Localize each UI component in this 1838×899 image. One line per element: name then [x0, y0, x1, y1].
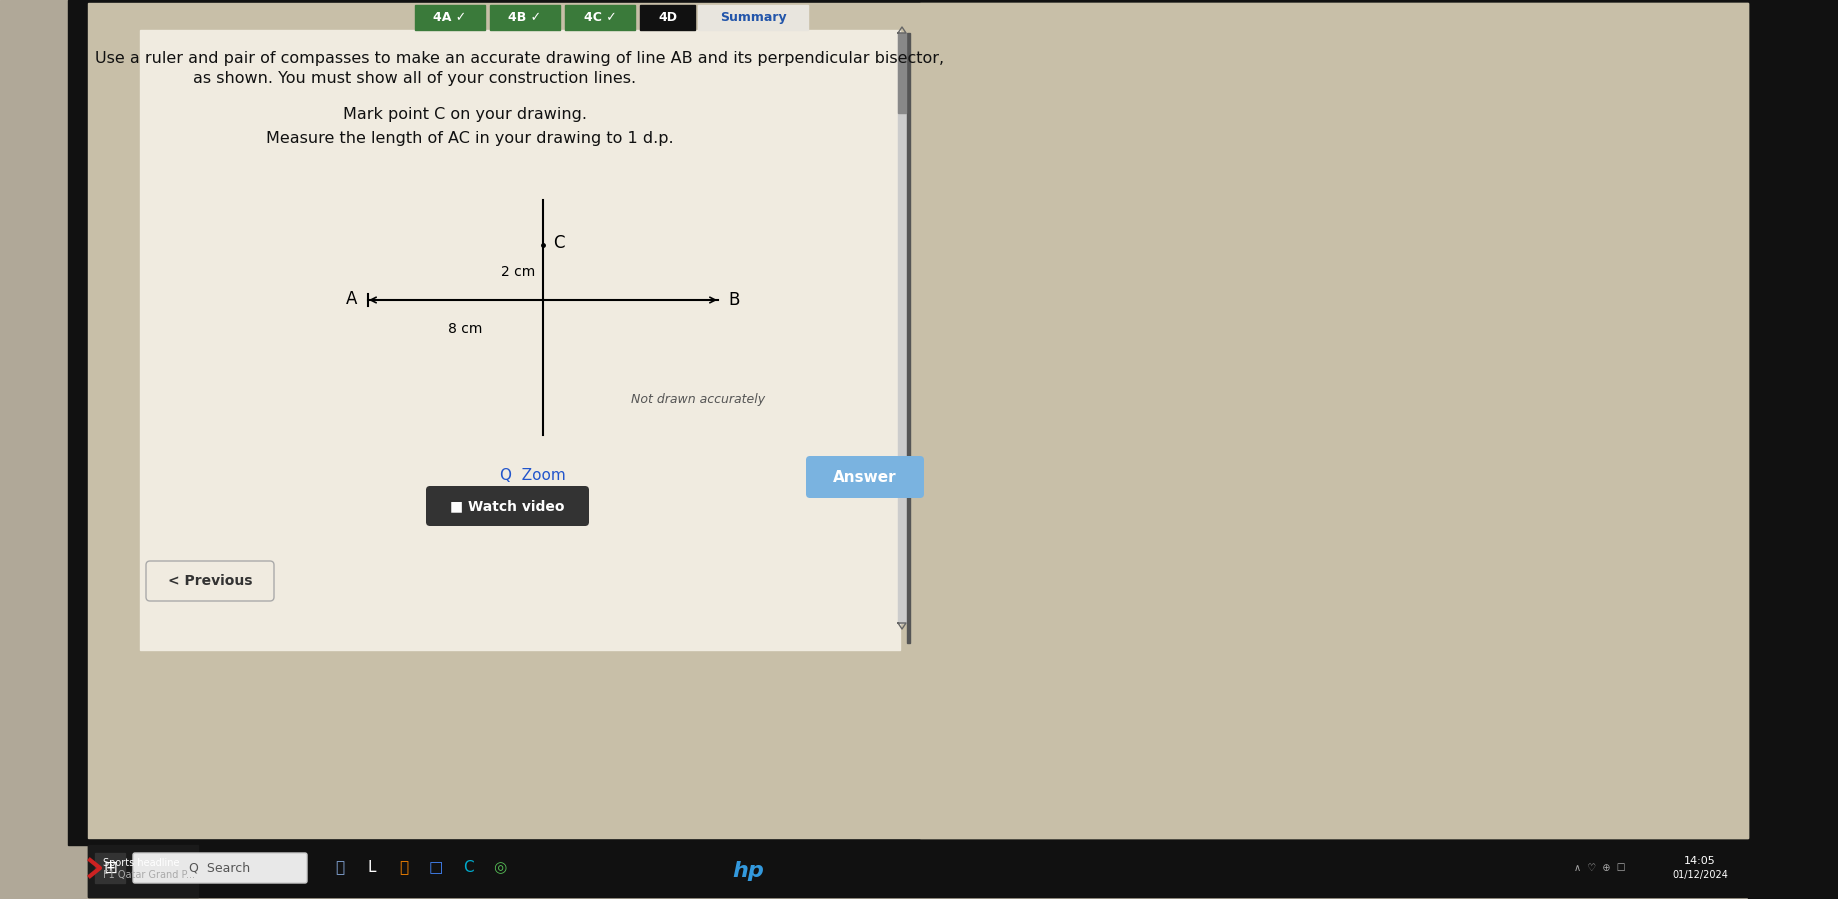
- Text: ∧  ♡  ⊕  ☐: ∧ ♡ ⊕ ☐: [1575, 863, 1627, 873]
- Text: 🟧: 🟧: [399, 860, 408, 876]
- Text: ⛵: ⛵: [336, 860, 344, 876]
- Text: Measure the length of AC in your drawing to 1 d.p.: Measure the length of AC in your drawing…: [267, 130, 675, 146]
- Text: Mark point C on your drawing.: Mark point C on your drawing.: [344, 108, 586, 122]
- Bar: [1748, 0, 1838, 899]
- Bar: [564, 5, 634, 30]
- Text: A: A: [346, 290, 358, 308]
- Bar: [88, 845, 1748, 897]
- Bar: [899, 33, 906, 113]
- Text: < Previous: < Previous: [167, 574, 252, 588]
- Text: 4A ✓: 4A ✓: [434, 11, 467, 24]
- Bar: [140, 30, 901, 650]
- Bar: [921, 3, 1748, 838]
- Bar: [96, 853, 125, 883]
- Text: Not drawn accurately: Not drawn accurately: [630, 394, 765, 406]
- Text: Answer: Answer: [833, 469, 897, 485]
- Text: Q  Search: Q Search: [189, 861, 250, 875]
- Text: 4B ✓: 4B ✓: [509, 11, 542, 24]
- Text: Use a ruler and pair of compasses to make an accurate drawing of line AB and its: Use a ruler and pair of compasses to mak…: [96, 50, 945, 66]
- Bar: [415, 5, 485, 30]
- FancyBboxPatch shape: [145, 561, 274, 601]
- Bar: [698, 5, 809, 30]
- Text: ◎: ◎: [493, 860, 507, 876]
- Text: 2 cm: 2 cm: [500, 265, 535, 280]
- Text: ■ Watch video: ■ Watch video: [450, 499, 564, 513]
- Text: B: B: [728, 291, 739, 309]
- Text: as shown. You must show all of your construction lines.: as shown. You must show all of your cons…: [193, 70, 636, 85]
- Text: 8 cm: 8 cm: [448, 322, 483, 336]
- Text: □: □: [428, 860, 443, 876]
- Text: 14:05: 14:05: [1684, 856, 1717, 866]
- Bar: [899, 33, 906, 623]
- FancyBboxPatch shape: [807, 456, 925, 498]
- FancyBboxPatch shape: [132, 853, 307, 883]
- Text: 4D: 4D: [658, 11, 676, 24]
- Text: Summary: Summary: [720, 11, 787, 24]
- Text: Q  Zoom: Q Zoom: [500, 467, 566, 483]
- Bar: [88, 845, 199, 897]
- Text: L: L: [368, 860, 377, 876]
- Text: F1 Qatar Grand P...: F1 Qatar Grand P...: [103, 870, 195, 880]
- Text: 01/12/2024: 01/12/2024: [1673, 870, 1728, 880]
- Text: hp: hp: [732, 861, 765, 881]
- FancyBboxPatch shape: [426, 486, 588, 526]
- Text: C: C: [553, 234, 564, 252]
- Bar: [906, 33, 910, 643]
- Bar: [491, 5, 561, 30]
- Bar: [640, 5, 695, 30]
- Text: Sports headline: Sports headline: [103, 858, 180, 868]
- Text: ⊞: ⊞: [103, 859, 118, 877]
- Text: 4C ✓: 4C ✓: [584, 11, 616, 24]
- Text: C: C: [463, 860, 474, 876]
